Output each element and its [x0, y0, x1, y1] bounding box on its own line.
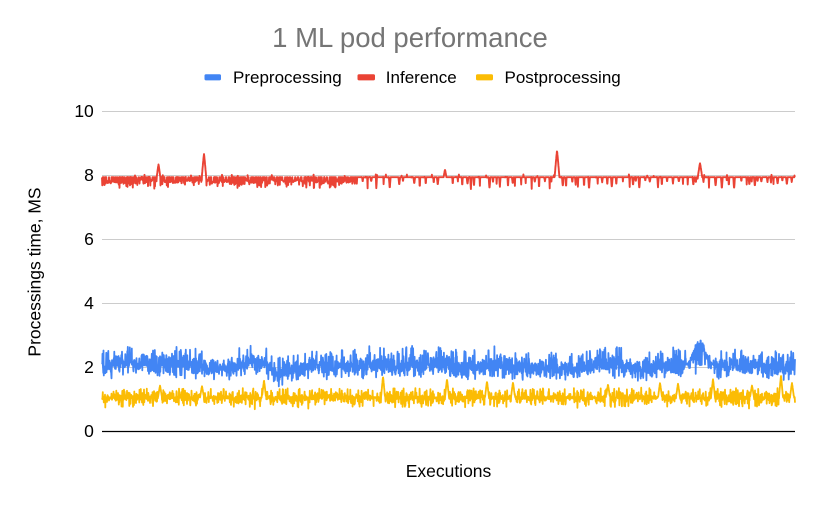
- svg-text:Postprocessing: Postprocessing: [505, 68, 621, 87]
- svg-text:10: 10: [74, 101, 94, 121]
- svg-text:Preprocessing: Preprocessing: [233, 68, 342, 87]
- svg-text:6: 6: [84, 229, 94, 249]
- svg-text:8: 8: [84, 165, 94, 185]
- svg-text:1 ML pod performance: 1 ML pod performance: [272, 22, 548, 53]
- svg-text:0: 0: [84, 421, 94, 441]
- svg-text:Processings time, MS: Processings time, MS: [25, 187, 45, 356]
- svg-text:4: 4: [84, 293, 94, 313]
- svg-text:Executions: Executions: [406, 461, 492, 481]
- svg-text:2: 2: [84, 357, 94, 377]
- svg-text:Inference: Inference: [386, 68, 457, 87]
